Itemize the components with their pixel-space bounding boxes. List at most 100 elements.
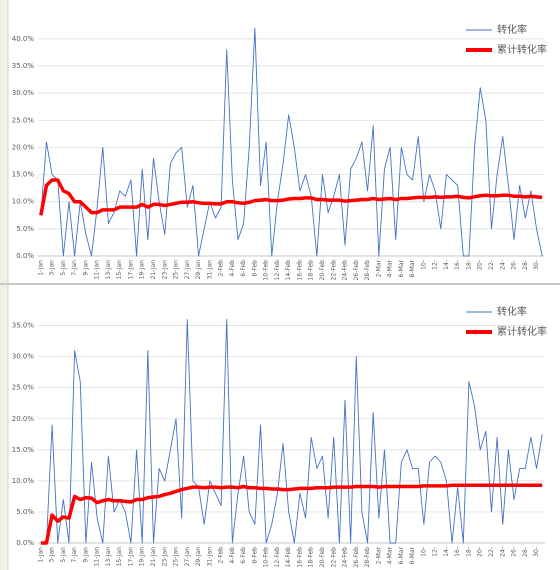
- x-tick-label: 18-Feb: [308, 260, 315, 281]
- y-tick-label: 20.0%: [12, 415, 35, 423]
- x-tick-label: 20-: [477, 260, 484, 270]
- x-tick-label: 22-: [488, 260, 495, 270]
- x-tick-label: 18-Feb: [308, 547, 315, 568]
- x-tick-label: 4-Mar: [387, 546, 394, 564]
- y-tick-label: 20.0%: [12, 143, 35, 151]
- x-tick-label: 18-: [465, 260, 472, 270]
- x-tick-label: 2-Feb: [218, 260, 225, 277]
- x-tick-label: 30-: [533, 547, 540, 557]
- x-tick-label: 19-Jan: [139, 547, 146, 567]
- x-tick-label: 16-: [454, 547, 461, 557]
- y-tick-label: 35.0%: [12, 322, 35, 330]
- x-tick-label: 28-Feb: [364, 547, 371, 568]
- x-tick-label: 10-Feb: [263, 260, 270, 281]
- series-line: [40, 483, 543, 545]
- x-tick-label: 25-Jan: [173, 547, 180, 567]
- x-tick-label: 22-: [488, 547, 495, 557]
- x-tick-label: 22-Feb: [330, 260, 337, 281]
- y-tick-label: 30.0%: [12, 353, 35, 361]
- y-tick-label: 30.0%: [12, 89, 35, 97]
- x-tick-label: 10-Feb: [263, 547, 270, 568]
- y-tick-label: 35.0%: [12, 62, 35, 70]
- x-tick-label: 10-: [420, 547, 427, 557]
- x-tick-label: 4-Feb: [229, 260, 236, 277]
- x-tick-label: 28-Feb: [364, 260, 371, 281]
- x-tick-label: 19-Jan: [139, 260, 146, 280]
- x-tick-label: 16-Feb: [296, 260, 303, 281]
- x-tick-label: 9-Jan: [82, 260, 89, 276]
- x-tick-label: 22-Feb: [330, 547, 337, 568]
- y-tick-label: 10.0%: [12, 198, 35, 206]
- x-tick-label: 8-Feb: [251, 260, 258, 277]
- y-tick-label: 25.0%: [12, 116, 35, 124]
- y-tick-label: 25.0%: [12, 384, 35, 392]
- x-tick-label: 12-Feb: [274, 547, 281, 568]
- x-tick-label: 15-Jan: [116, 260, 123, 280]
- x-tick-label: 14-: [443, 260, 450, 270]
- x-tick-label: 24-: [499, 260, 506, 270]
- x-tick-label: 14-: [443, 547, 450, 557]
- x-tick-label: 6-Mar: [398, 259, 405, 277]
- x-tick-label: 26-: [511, 260, 518, 270]
- y-tick-label: 15.0%: [12, 171, 35, 179]
- x-tick-label: 7-Jan: [71, 547, 78, 563]
- y-tick-label: 5.0%: [16, 225, 34, 233]
- x-tick-label: 1-Jan: [37, 547, 44, 563]
- legend-label: 转化率: [497, 305, 527, 318]
- x-tick-label: 20-Feb: [319, 547, 326, 568]
- x-tick-label: 24-Feb: [342, 260, 349, 281]
- x-tick-label: 11-Jan: [94, 547, 101, 567]
- legend-label: 累计转化率: [497, 325, 547, 338]
- x-tick-label: 18-: [465, 547, 472, 557]
- x-tick-label: 5-Jan: [60, 260, 67, 276]
- x-tick-label: 3-Jan: [49, 260, 56, 276]
- y-tick-label: 0.0%: [16, 252, 34, 260]
- x-tick-label: 12-Feb: [274, 260, 281, 281]
- x-tick-label: 14-Feb: [285, 547, 292, 568]
- x-tick-label: 3-Jan: [49, 547, 56, 563]
- x-tick-label: 6-Mar: [398, 546, 405, 564]
- series-line: [39, 178, 543, 216]
- y-tick-label: 5.0%: [16, 508, 34, 516]
- x-tick-label: 1-Jan: [37, 260, 44, 276]
- x-tick-label: 2-Feb: [218, 547, 225, 564]
- x-tick-label: 16-Feb: [296, 547, 303, 568]
- x-tick-label: 5-Jan: [60, 547, 67, 563]
- x-tick-label: 13-Jan: [105, 260, 112, 280]
- y-tick-label: 40.0%: [12, 35, 35, 43]
- x-tick-label: 2-Mar: [375, 259, 382, 277]
- legend-label: 累计转化率: [497, 43, 547, 56]
- x-tick-label: 17-Jan: [127, 260, 134, 280]
- x-tick-label: 11-Jan: [94, 260, 101, 280]
- x-tick-label: 30-: [533, 260, 540, 270]
- x-tick-label: 25-Jan: [173, 260, 180, 280]
- x-tick-label: 27-Jan: [184, 260, 191, 280]
- x-tick-label: 27-Jan: [184, 547, 191, 567]
- x-tick-label: 26-Feb: [353, 547, 360, 568]
- x-tick-label: 20-Feb: [319, 260, 326, 281]
- x-tick-label: 21-Jan: [150, 547, 157, 567]
- x-tick-label: 2-Mar: [375, 546, 382, 564]
- x-tick-label: 31-Jan: [206, 547, 213, 567]
- x-tick-label: 14-Feb: [285, 260, 292, 281]
- x-tick-label: 8-Mar: [409, 546, 416, 564]
- x-tick-label: 9-Jan: [82, 547, 89, 563]
- x-tick-label: 6-Feb: [240, 547, 247, 564]
- x-tick-label: 7-Jan: [71, 260, 78, 276]
- x-tick-label: 6-Feb: [240, 260, 247, 277]
- x-tick-label: 12-: [432, 260, 439, 270]
- x-tick-label: 23-Jan: [161, 547, 168, 567]
- x-tick-label: 17-Jan: [127, 547, 134, 567]
- y-tick-label: 0.0%: [16, 539, 34, 547]
- x-tick-label: 8-Feb: [251, 547, 258, 564]
- y-tick-label: 15.0%: [12, 446, 35, 454]
- legend-label: 转化率: [497, 23, 527, 36]
- x-tick-label: 26-Feb: [353, 260, 360, 281]
- x-tick-label: 24-Feb: [342, 547, 349, 568]
- x-tick-label: 26-: [511, 547, 518, 557]
- x-tick-label: 23-Jan: [161, 260, 168, 280]
- x-tick-label: 16-: [454, 260, 461, 270]
- x-tick-label: 29-Jan: [195, 260, 202, 280]
- x-tick-label: 24-: [499, 547, 506, 557]
